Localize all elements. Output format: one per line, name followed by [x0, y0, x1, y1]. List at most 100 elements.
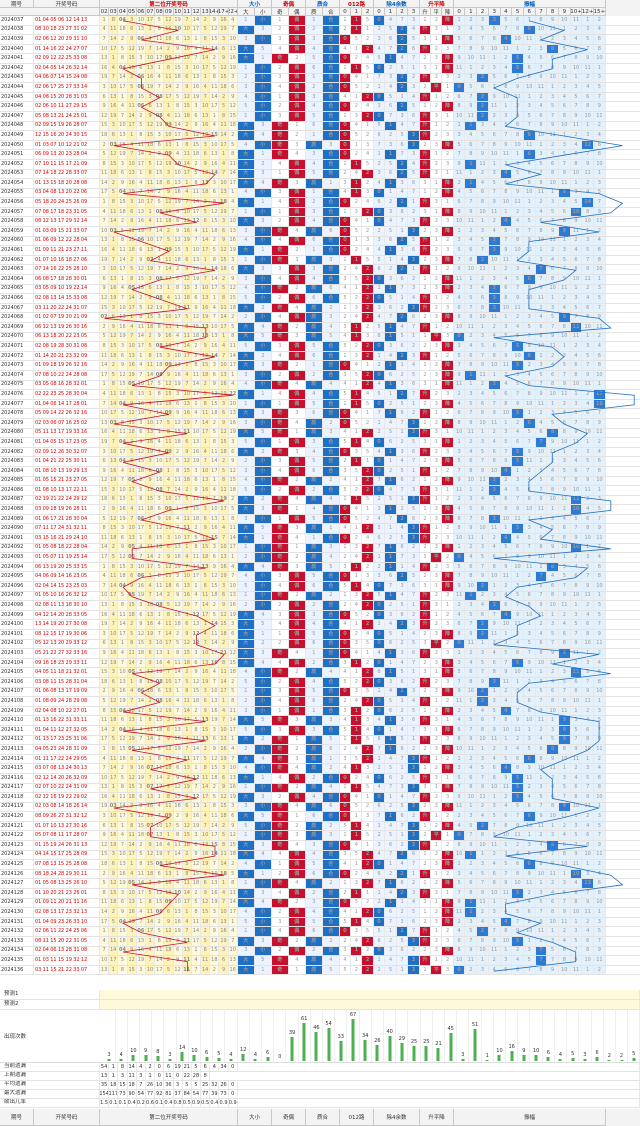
stat-value: 0.4 [210, 1099, 220, 1107]
amp-cell: 8 [465, 466, 478, 476]
spj-ball: 降 [442, 687, 454, 697]
pos-cell: 10 [173, 898, 183, 908]
amp-cell: 1 [477, 639, 489, 649]
r012-ball: 0 [339, 898, 352, 908]
r012-ball: 2 [362, 956, 374, 965]
pos-cell: 6 [219, 956, 229, 965]
pos-cell: 18 [173, 438, 183, 447]
amp-cell: 7 [477, 457, 489, 466]
spj-cell: 3 [442, 217, 454, 227]
jo-ball: 偶 [288, 725, 306, 735]
pos-cell: 9 [219, 783, 229, 793]
pos-cell: 19 [127, 370, 137, 380]
c4-cell: 6 [373, 735, 386, 745]
amp-cell: 5 [453, 773, 466, 783]
pos-cell: 9 [182, 83, 192, 92]
jo-ball: 偶 [288, 639, 306, 649]
pos-cell: 3 [210, 361, 220, 370]
pos-cell: 8 [136, 131, 146, 140]
amp-cell: 7 [512, 706, 524, 716]
amp-cell: 1 [512, 466, 524, 476]
row-period: 2024037 [0, 16, 34, 25]
amp-cell: 3 [547, 831, 559, 841]
amp-cell: 4 [547, 361, 559, 370]
amp-cell: 11 [500, 783, 513, 793]
amp-cell: 6 [594, 457, 606, 466]
c4-cell: 1 [373, 150, 386, 159]
c4-cell: 6 [396, 946, 409, 956]
spj-cell: 1 [431, 697, 443, 706]
row-period: 2024133 [0, 937, 34, 946]
pos-cell: 9 [127, 217, 137, 227]
amp-cell: 6 [512, 227, 524, 236]
pos-cell: 16 [173, 188, 183, 198]
pos-cell: 1 [136, 169, 146, 179]
pos-cell: 19 [164, 706, 174, 716]
pos-cell: 14 [145, 370, 156, 380]
pos-cell: 11 [145, 179, 156, 188]
jo-ball: 奇 [271, 754, 289, 764]
amp-cell: 7 [570, 313, 583, 322]
zh-ball: 合 [322, 351, 340, 361]
pos-cell: 1 [118, 821, 128, 831]
bar-cell: 3 [457, 1010, 470, 1062]
pos-cell: 19 [145, 630, 156, 639]
pos-cell: 2 [109, 179, 119, 188]
pos-cell: 14 [191, 198, 202, 207]
amp-cell: 8 [500, 505, 513, 514]
pos-cell: 16 [219, 745, 229, 754]
amp-cell: 11 [465, 323, 478, 332]
amp-cell: 5 [558, 572, 571, 582]
pos-cell: 14 [210, 457, 220, 466]
spj-cell: 2 [431, 620, 443, 629]
amp-cell: 3 [570, 927, 583, 936]
trend-row: 2024125 07 08 13 15 25 28 08 18 6 13 1 8 15 08 10… [0, 860, 640, 870]
pos-cell: 9 [191, 121, 202, 131]
predict-row: 预测1 [0, 990, 640, 1000]
c4-cell: 2 [408, 677, 420, 687]
c4-cell: 7 [385, 44, 397, 54]
amp-ball: 5 [512, 457, 524, 466]
pos-cell: 4 [145, 35, 156, 44]
bar-cell: 33 [335, 1010, 348, 1062]
row-period: 2024081 [0, 438, 34, 447]
r012-cell: 5 [351, 850, 363, 860]
c4-cell: 3 [396, 917, 409, 927]
row-period: 2024065 [0, 284, 34, 294]
pos-cell: 7 [136, 370, 146, 380]
jo-cell: 2 [271, 639, 289, 649]
c4-cell: 2 [385, 869, 397, 879]
spj-ball: 升 [419, 610, 432, 620]
r012-ball: 0 [339, 572, 352, 582]
amp-cell: 11 [512, 198, 524, 207]
amp-cell: 9 [465, 524, 478, 534]
amp-cell: 1 [582, 965, 595, 975]
amp-cell: 8 [512, 236, 524, 246]
amp-cell: 11 [535, 821, 548, 831]
amp-cell: 10 [570, 802, 583, 812]
zh-cell: 4 [322, 668, 340, 677]
r012-ball: 2 [362, 303, 374, 313]
zh-cell: 6 [305, 697, 323, 706]
amp-cell: 8 [582, 841, 595, 850]
amp-cell: 8 [453, 735, 466, 745]
c4-cell: 5 [408, 438, 420, 447]
spj-cell: 3 [442, 937, 454, 946]
amp-cell: 9 [477, 677, 489, 687]
stat-value: 34 [220, 1063, 229, 1071]
zh-cell: 4 [305, 447, 323, 457]
amp-cell: 4 [523, 54, 536, 63]
amp-cell: 4 [535, 841, 548, 850]
pos-cell: 4 [155, 802, 165, 812]
spj-cell: 1 [442, 25, 454, 35]
amp-cell: 4 [594, 869, 606, 879]
amp-cell: 4 [453, 610, 466, 620]
appear-value: 4 [229, 1051, 233, 1058]
pos-cell: 7 [145, 773, 156, 783]
trend-row: 2024069 06 12 13 19 26 30 16 2 9 16 4 11 18 6 13 1… [0, 323, 640, 333]
pos-cell: 8 [145, 534, 156, 543]
spj-cell: 2 [419, 543, 432, 553]
pos-cell: 12 [109, 879, 119, 889]
pos-cell: 17 [219, 687, 229, 697]
row-numbers: 02 08 19 28 30 31 08 [34, 342, 100, 351]
